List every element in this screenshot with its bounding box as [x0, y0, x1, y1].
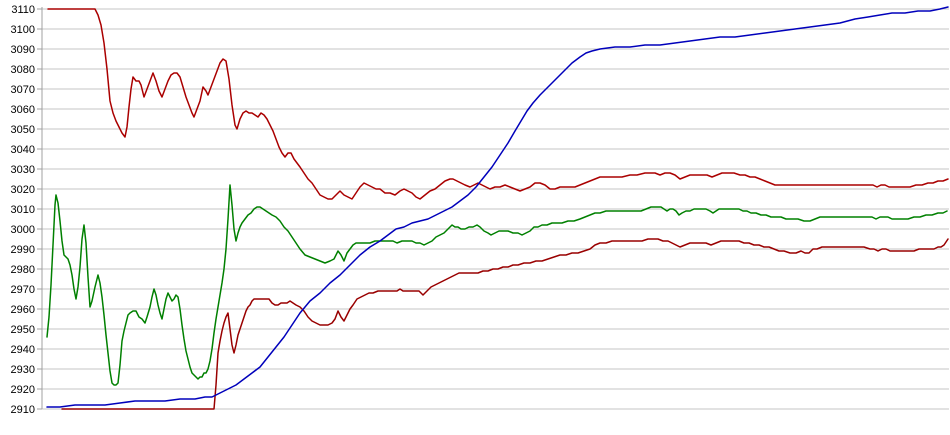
y-axis-label: 3110	[11, 4, 35, 16]
y-axis-label: 3040	[11, 144, 35, 156]
y-axis-label: 2950	[11, 324, 35, 336]
y-axis-label: 3050	[11, 124, 35, 136]
y-axis-label: 3030	[11, 164, 35, 176]
y-axis-label: 3060	[11, 104, 35, 116]
y-axis-label: 2970	[11, 284, 35, 296]
series-lower-red-line	[61, 238, 949, 410]
y-axis-label: 3100	[11, 24, 35, 36]
y-axis-label: 3000	[11, 224, 35, 236]
series-green-line	[46, 184, 948, 386]
y-axis-label: 3080	[11, 64, 35, 76]
series-upper-red-line	[47, 8, 949, 200]
y-axis-label: 3010	[11, 204, 35, 216]
y-axis-label: 2960	[11, 304, 35, 316]
series-blue-line	[46, 6, 949, 408]
y-axis-label: 3070	[11, 84, 35, 96]
y-axis-label: 2930	[11, 364, 35, 376]
y-axis-label: 3090	[11, 44, 35, 56]
y-axis-label: 2980	[11, 264, 35, 276]
y-axis-label: 3020	[11, 184, 35, 196]
y-axis-label: 2940	[11, 344, 35, 356]
y-axis-label: 2990	[11, 244, 35, 256]
y-axis-label: 2920	[11, 384, 35, 396]
y-axis-label: 2910	[11, 404, 35, 416]
